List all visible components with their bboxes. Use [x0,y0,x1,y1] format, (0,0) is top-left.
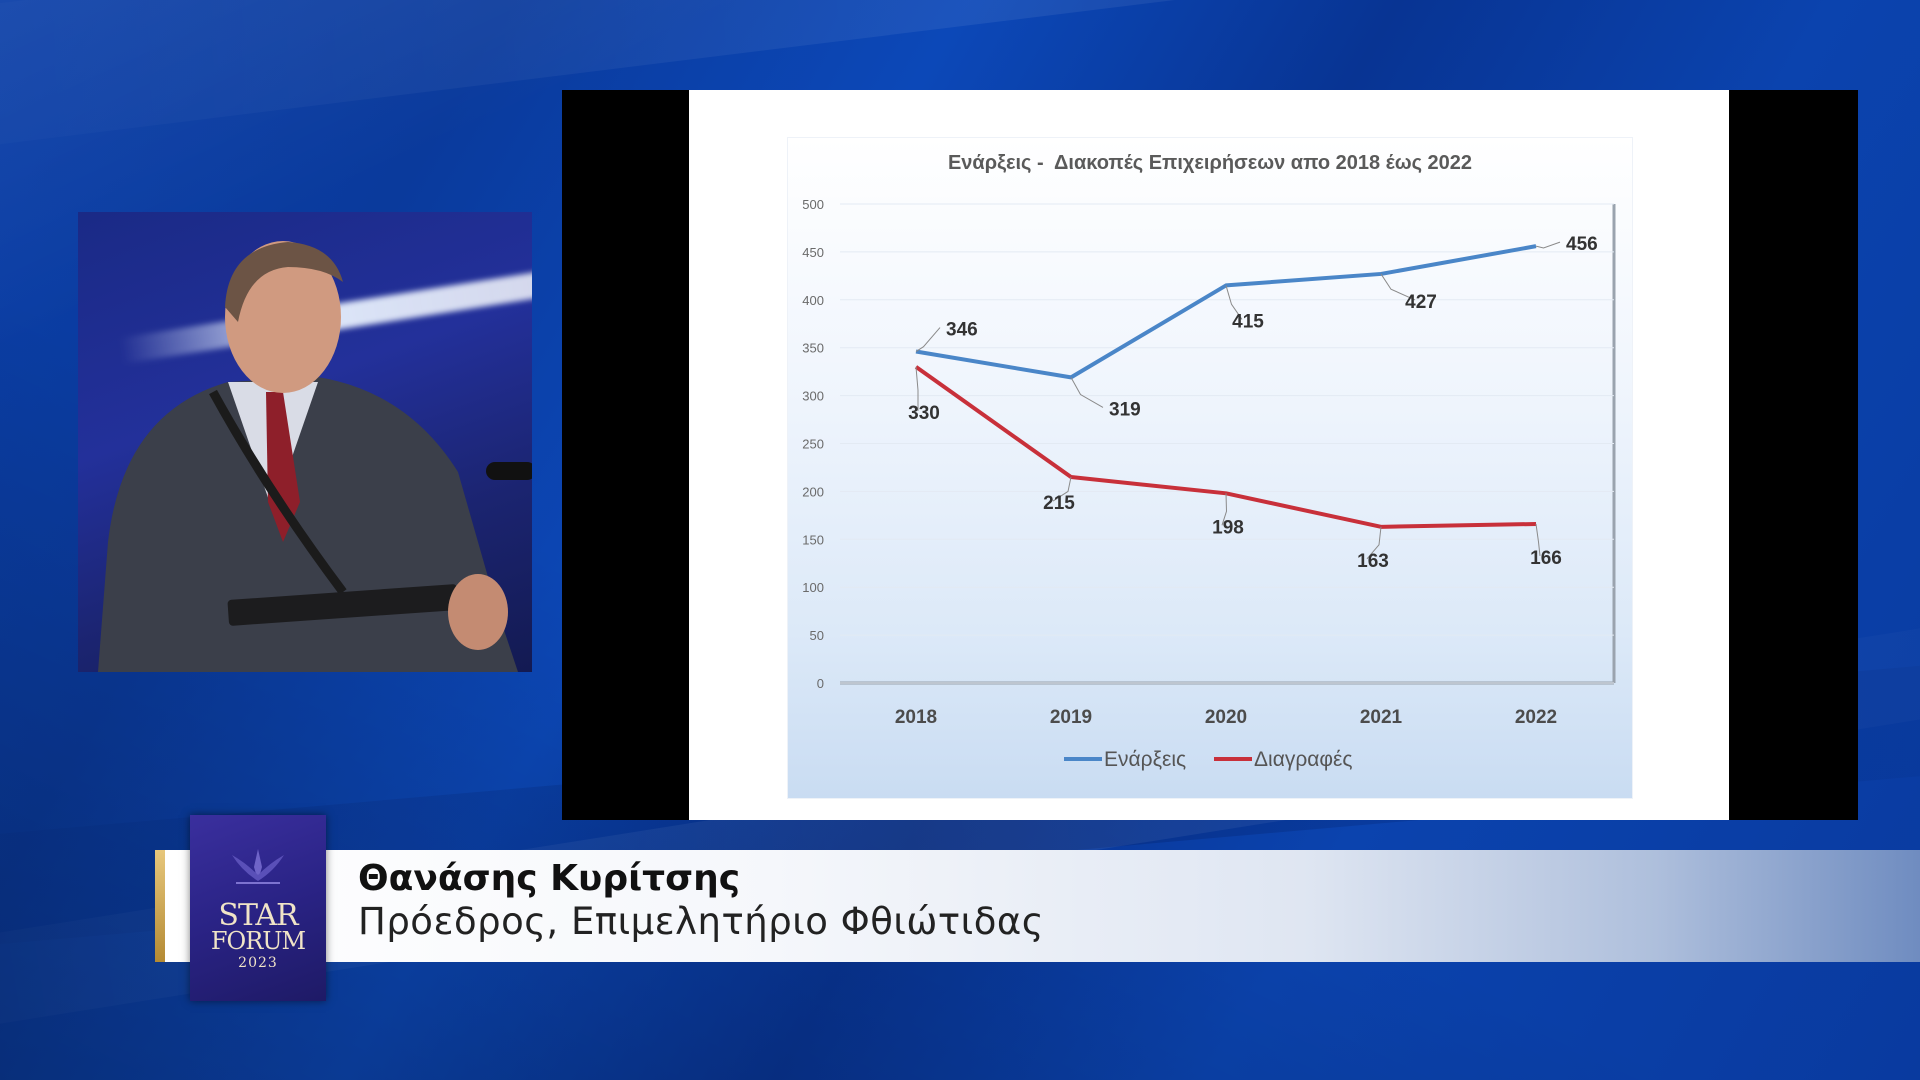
y-tick-label: 100 [802,580,824,595]
data-label-leader [1535,523,1541,557]
chart: Ενάρξεις - Διακοπές Επιχειρήσεων απο 201… [787,137,1633,799]
legend-label: Ενάρξεις [1104,748,1186,771]
lower-third-accent [155,850,165,962]
data-label-leader [1535,241,1561,249]
legend-label: Διαγραφές [1254,748,1353,771]
y-tick-label: 150 [802,532,824,547]
speaker-name: Θανάσης Κυρίτσης [358,858,741,899]
data-label: 415 [1232,311,1264,332]
x-tick-label: 2018 [895,707,937,728]
data-label: 215 [1043,493,1075,514]
data-label: 346 [946,320,978,341]
x-tick-label: 2021 [1360,707,1403,728]
speaker-figure [98,241,532,672]
data-label-leader [1366,526,1382,560]
data-label: 166 [1530,548,1562,569]
y-tick-label: 350 [802,341,824,356]
speaker-video-feed [78,212,532,672]
logo-text-forum: FORUM [210,927,306,955]
data-label-leader [1052,476,1072,502]
y-tick-label: 0 [817,676,824,691]
logo-text-year: 2023 [238,955,278,971]
data-label: 319 [1109,399,1141,420]
x-tick-label: 2019 [1050,707,1092,728]
line-chart-plot: 0 50 100 150 200 250 300 350 400 450 500 2018 2019 20… [802,197,1616,771]
data-label-leader [915,366,919,411]
data-label: 456 [1566,234,1598,255]
data-label-leader [1221,493,1228,526]
y-tick-label: 50 [810,628,824,643]
data-label: 198 [1212,517,1244,538]
crest-icon [232,849,284,884]
data-label: 163 [1357,551,1389,572]
presentation-screen: Ενάρξεις - Διακοπές Επιχειρήσεων απο 201… [562,90,1858,820]
y-tick-label: 300 [802,389,824,404]
data-label: 330 [908,403,940,424]
y-tick-label: 200 [802,484,824,499]
y-tick-label: 400 [802,293,824,308]
speaker-role: Πρόεδρος, Επιμελητήριο Φθιώτιδας [358,900,1044,943]
y-tick-label: 500 [802,197,824,212]
lower-third-banner [158,850,1920,962]
data-label-leader [1070,377,1104,408]
chart-title: Ενάρξεις - Διακοπές Επιχειρήσεων απο 201… [947,152,1473,174]
series-line-enarxeis [915,244,1537,380]
y-tick-label: 450 [802,245,824,260]
x-tick-label: 2020 [1205,707,1247,728]
data-label-leader [1380,273,1416,301]
data-label: 427 [1405,292,1437,313]
data-label-leader [915,327,941,352]
data-label-leader [1225,285,1243,320]
slide: Ενάρξεις - Διακοπές Επιχειρήσεων απο 201… [689,90,1729,820]
logo-text-star: STAR [218,898,298,933]
y-tick-label: 250 [802,437,824,452]
x-tick-label: 2022 [1515,707,1557,728]
star-forum-logo: STAR FORUM 2023 [190,815,326,1001]
